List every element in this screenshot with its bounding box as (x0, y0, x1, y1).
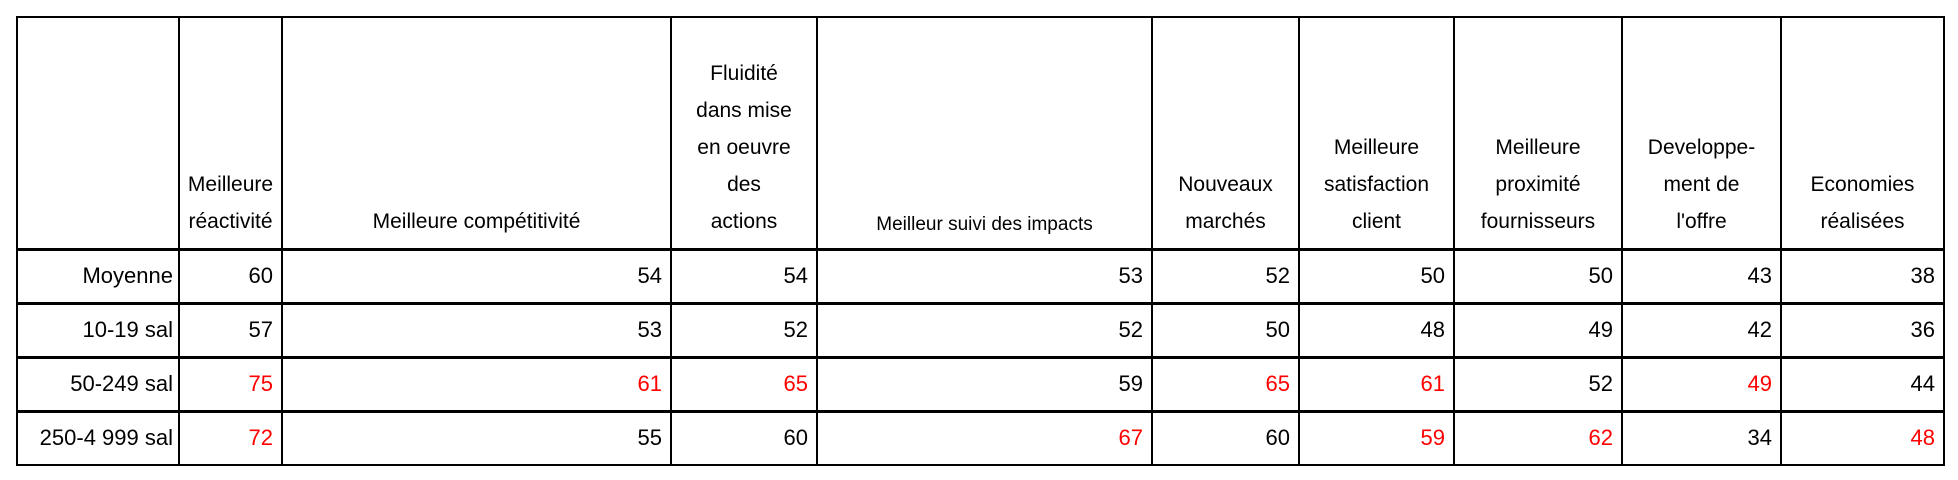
table-cell: 54 (281, 247, 672, 304)
table-cell: 52 (1151, 247, 1300, 304)
column-header-suivi-impacts: Meilleur suivi des impacts (816, 16, 1153, 250)
column-header-empty (16, 16, 180, 250)
column-header-proximite-fournisseurs: Meilleure proximité fournisseurs (1453, 16, 1623, 250)
table-row-250-4999-sal: 250-4 999 sal 72 55 60 67 60 59 62 34 48 (16, 409, 1945, 466)
column-header-competitivite: Meilleure compétitivité (281, 16, 672, 250)
column-header-nouveaux-marches: Nouveaux marchés (1151, 16, 1300, 250)
table-cell: 52 (670, 301, 818, 358)
table-cell: 60 (178, 247, 283, 304)
column-header-developpement-offre: Developpe- ment de l'offre (1621, 16, 1782, 250)
table-cell: 54 (670, 247, 818, 304)
table-cell: 59 (816, 355, 1153, 412)
column-header-reactivite: Meilleure réactivité (178, 16, 283, 250)
table-cell: 61 (281, 355, 672, 412)
table-cell: 60 (1151, 409, 1300, 466)
row-header: 10-19 sal (16, 301, 180, 358)
table-cell: 50 (1298, 247, 1455, 304)
column-header-economies: Economies réalisées (1780, 16, 1945, 250)
table-cell: 49 (1621, 355, 1782, 412)
table-row-50-249-sal: 50-249 sal 75 61 65 59 65 61 52 49 44 (16, 355, 1945, 412)
table-cell: 75 (178, 355, 283, 412)
table-cell: 34 (1621, 409, 1782, 466)
row-header: Moyenne (16, 247, 180, 304)
table-cell: 52 (816, 301, 1153, 358)
header-row: Meilleure réactivité Meilleure compétiti… (16, 16, 1945, 250)
table-cell: 60 (670, 409, 818, 466)
table-cell: 65 (1151, 355, 1300, 412)
survey-results-table: Meilleure réactivité Meilleure compétiti… (16, 16, 1945, 466)
table-cell: 49 (1453, 301, 1623, 358)
table-cell: 38 (1780, 247, 1945, 304)
column-header-satisfaction-client: Meilleure satisfaction client (1298, 16, 1455, 250)
table-cell: 52 (1453, 355, 1623, 412)
table-cell: 59 (1298, 409, 1455, 466)
table-cell: 57 (178, 301, 283, 358)
row-header: 250-4 999 sal (16, 409, 180, 466)
table-cell: 53 (281, 301, 672, 358)
table-cell: 55 (281, 409, 672, 466)
table-row-10-19-sal: 10-19 sal 57 53 52 52 50 48 49 42 36 (16, 301, 1945, 358)
column-header-fluidite: Fluidité dans mise en oeuvre des actions (670, 16, 818, 250)
table-cell: 36 (1780, 301, 1945, 358)
table-cell: 50 (1151, 301, 1300, 358)
table-row-moyenne: Moyenne 60 54 54 53 52 50 50 43 38 (16, 247, 1945, 304)
table-cell: 48 (1298, 301, 1455, 358)
table-cell: 65 (670, 355, 818, 412)
table-cell: 50 (1453, 247, 1623, 304)
table-cell: 53 (816, 247, 1153, 304)
table-cell: 43 (1621, 247, 1782, 304)
row-header: 50-249 sal (16, 355, 180, 412)
table-cell: 48 (1780, 409, 1945, 466)
table-cell: 61 (1298, 355, 1455, 412)
table-cell: 67 (816, 409, 1153, 466)
table-cell: 62 (1453, 409, 1623, 466)
table-cell: 42 (1621, 301, 1782, 358)
table-cell: 72 (178, 409, 283, 466)
table-cell: 44 (1780, 355, 1945, 412)
